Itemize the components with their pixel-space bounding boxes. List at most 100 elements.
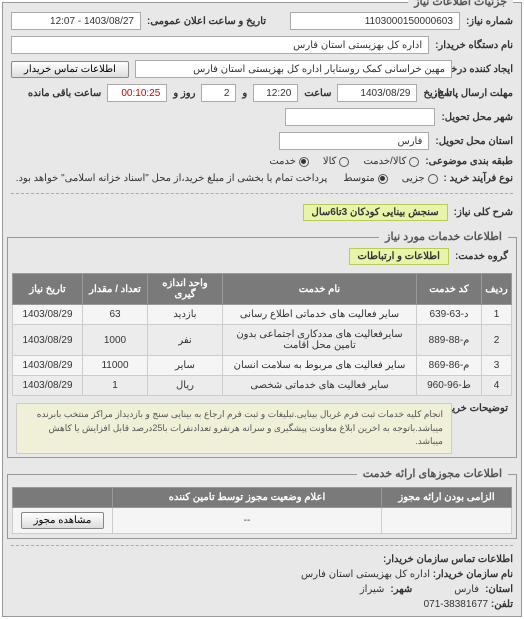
cat-opt-2[interactable]: خدمت [269,156,309,167]
contact-title-text: اطلاعات تماس سازمان خریدار: [383,554,513,565]
remain-time: 00:10:25 [107,84,167,102]
cat-opt-2-label: خدمت [269,156,296,167]
p-th-2 [13,487,113,507]
divider-2 [11,545,513,546]
delivery-prov-value: فارس [279,132,429,150]
services-panel: اطلاعات خدمات مورد نیاز گروه خدمت: اطلاع… [7,237,517,458]
contact-title: اطلاعات تماس سازمان خریدار: [3,552,521,567]
delivery-prov-label: استان محل تحویل: [435,136,513,147]
cat-opt-0-label: کالا/خدمت [363,156,406,167]
remain-days: 2 [201,84,236,102]
p-td-0 [382,507,512,533]
c-city-value: شیراز [360,584,385,595]
cat-opt-1-label: کالا [323,156,337,167]
deadline-until-label: تا تاریخ [423,88,452,99]
remain-suffix: ساعت باقی مانده [28,88,101,99]
p-td-2: مشاهده مجوز [13,507,113,533]
proc-note: پرداخت تمام یا بخشی از مبلغ خرید،از محل … [16,173,328,184]
cat-opt-1[interactable]: کالا [323,156,350,167]
table-cell: ط-96-960 [417,376,482,396]
deadline-time: 12:20 [253,84,298,102]
th-4: تعداد / مقدار [83,274,148,305]
proc-opt-1-label: متوسط [343,173,374,184]
row-req-number: شماره نیاز: 1103000150000603 تاریخ و ساع… [3,9,521,33]
table-cell: 11000 [83,356,148,376]
row-service-group: گروه خدمت: اطلاعات و ارتباطات [8,244,516,269]
row-deadline: مهلت ارسال پاسخ: تا تاریخ 1403/08/29 ساع… [3,81,521,105]
row-org: نام دستگاه خریدار: اداره کل بهزیستی استا… [3,33,521,57]
category-label: طبقه بندی موضوعی: [425,156,513,167]
pub-date-label: تاریخ و ساعت اعلان عمومی: [147,16,266,27]
row-category: طبقه بندی موضوعی: کالا/خدمت کالا خدمت [3,153,521,170]
contact-org: نام سازمان خریدار: اداره کل بهزیستی استا… [3,567,521,582]
c-tel-label: تلفن: [491,599,513,610]
row-creator: ایجاد کننده درخواست: مهین خراسانی کمک رو… [3,57,521,81]
deadline-date: 1403/08/29 [337,84,417,102]
th-0: ردیف [482,274,512,305]
table-cell: سایر [148,356,223,376]
divider [11,193,513,194]
row-delivery-city: شهر محل تحویل: [3,105,521,129]
table-row: 2م-88-889سایرفعالیت های مددکاری اجتماعی … [13,325,512,356]
permits-row: -- مشاهده مجوز [13,507,512,533]
table-cell: 1 [482,305,512,325]
p-th-1: اعلام وضعیت مجوز توسط تامین کننده [113,487,382,507]
contact-tel: تلفن: 38381677-071 [3,597,521,612]
proc-radios: جزیی متوسط [343,173,437,184]
service-group-label: گروه خدمت: [455,251,508,262]
permits-panel: اطلاعات مجوزهای ارائه خدمت الزامی بودن ا… [7,474,517,539]
creator-value: مهین خراسانی کمک روستایار اداره کل بهزیس… [135,60,452,78]
table-cell: سایرفعالیت های مددکاری اجتماعی بدون تامی… [223,325,417,356]
need-details-panel: جزئیات اطلاعات نیاز شماره نیاز: 11030001… [2,2,522,617]
table-cell: د-63-639 [417,305,482,325]
table-cell: نفر [148,325,223,356]
row-proc: نوع فرآیند خرید : جزیی متوسط پرداخت تمام… [3,170,521,187]
proc-label: نوع فرآیند خرید : [444,173,513,184]
table-cell: 4 [482,376,512,396]
and-label: و [242,88,247,99]
table-cell: 2 [482,325,512,356]
permits-panel-title: اطلاعات مجوزهای ارائه خدمت [357,467,508,480]
proc-opt-0-label: جزیی [402,173,425,184]
org-label: نام دستگاه خریدار: [435,40,513,51]
table-cell: م-86-869 [417,356,482,376]
deadline-label: مهلت ارسال پاسخ: [458,88,513,99]
p-th-0: الزامی بودن ارائه مجوز [382,487,512,507]
delivery-city-value [285,108,435,126]
cat-opt-0[interactable]: کالا/خدمت [363,156,419,167]
table-cell: 1 [83,376,148,396]
day-label: روز و [173,88,195,99]
table-cell: سایر فعالیت های خدماتی شخصی [223,376,417,396]
pub-date-value: 1403/08/27 - 12:07 [11,12,141,30]
c-org-label: نام سازمان خریدار: [433,569,513,580]
c-city-label: شهر: [390,584,412,595]
table-cell: ریال [148,376,223,396]
permits-header-row: الزامی بودن ارائه مجوز اعلام وضعیت مجوز … [13,487,512,507]
table-cell: 1403/08/29 [13,325,83,356]
table-cell: سایر فعالیت های خدماتی اطلاع رسانی [223,305,417,325]
view-permit-button[interactable]: مشاهده مجوز [21,512,105,529]
row-key-desc: شرح کلی نیاز: سنجش بینایی کودکان 3تا6سال [3,200,521,225]
buyer-note-label: توضیحات خریدار: [458,403,508,414]
p-td-1: -- [113,507,382,533]
contact-buyer-button[interactable]: اطلاعات تماس خریدار [11,61,129,78]
creator-label: ایجاد کننده درخواست: [458,64,513,75]
row-delivery-prov: استان محل تحویل: فارس [3,129,521,153]
services-panel-title: اطلاعات خدمات مورد نیاز [379,230,508,243]
org-value: اداره کل بهزیستی استان فارس [11,36,429,54]
panel-title: جزئیات اطلاعات نیاز [408,0,513,8]
proc-opt-0[interactable]: جزیی [402,173,438,184]
buyer-note-text: انجام کلیه خدمات ثبت فرم غربال بینایی.تب… [16,403,452,454]
c-org-value: اداره کل بهزیستی استان فارس [301,569,430,580]
c-prov-value: فارس [454,584,479,595]
c-tel-value: 38381677-071 [424,599,489,610]
category-radios: کالا/خدمت کالا خدمت [269,156,419,167]
table-cell: 1403/08/29 [13,356,83,376]
c-prov-label: استان: [485,584,513,595]
key-desc-value: سنجش بینایی کودکان 3تا6سال [303,204,448,221]
table-row: 1د-63-639سایر فعالیت های خدماتی اطلاع رس… [13,305,512,325]
table-cell: 3 [482,356,512,376]
services-header-row: ردیف کد خدمت نام خدمت واحد اندازه گیری ت… [13,274,512,305]
proc-opt-1[interactable]: متوسط [343,173,387,184]
delivery-city-label: شهر محل تحویل: [441,112,513,123]
